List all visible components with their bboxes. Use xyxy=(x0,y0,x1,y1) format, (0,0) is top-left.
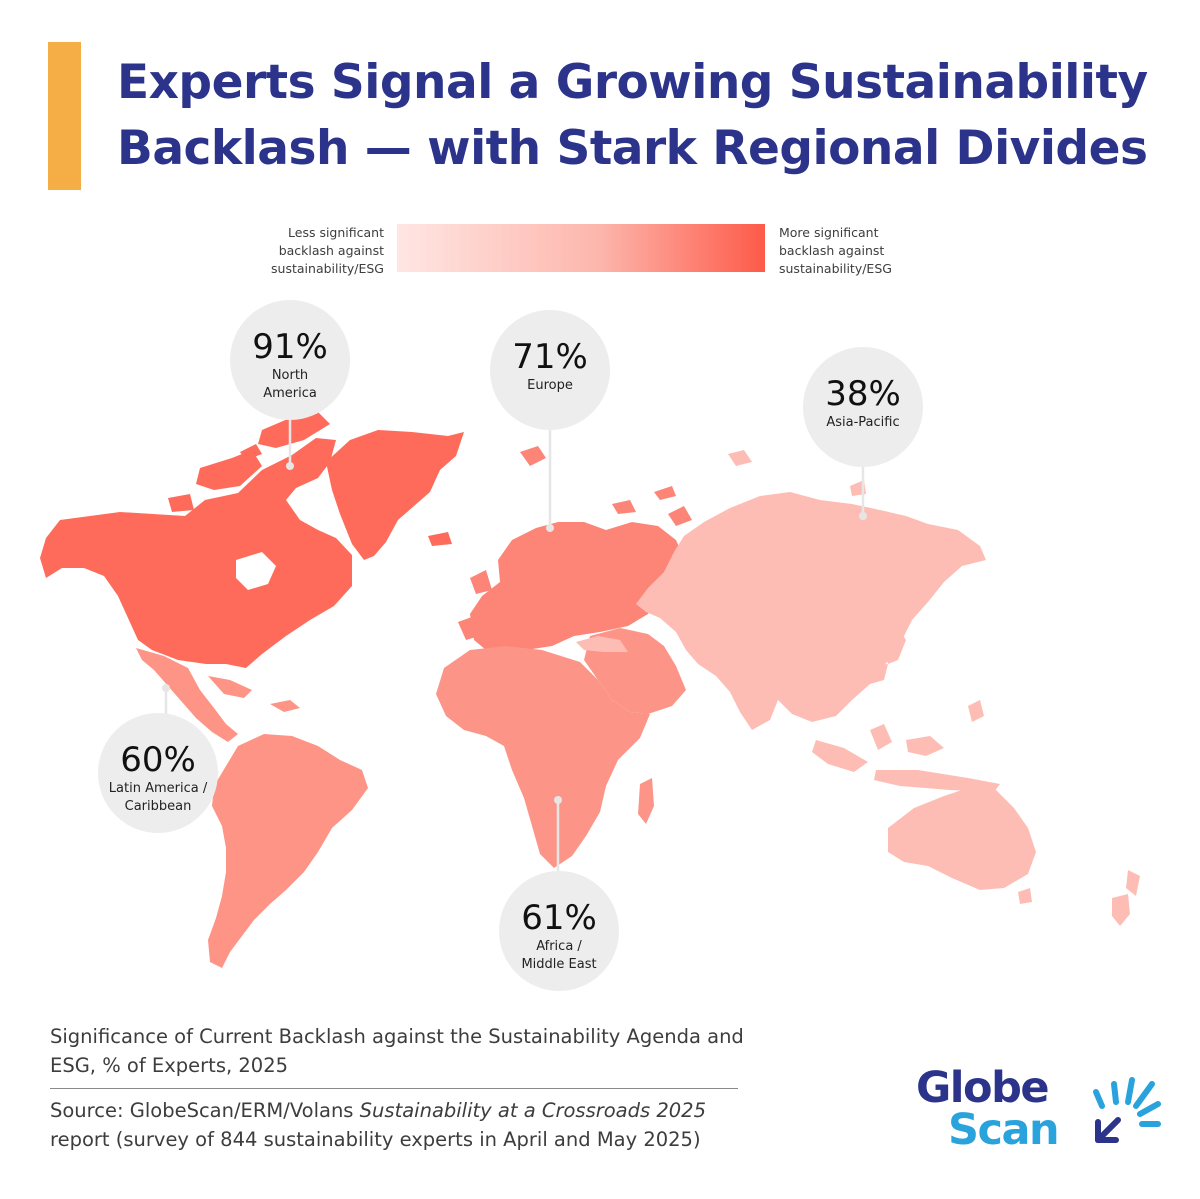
region-north-america[interactable] xyxy=(40,412,464,668)
region-latin-america[interactable] xyxy=(136,648,368,968)
asia-pacific-name: Asia-Pacific xyxy=(826,415,900,430)
globescan-logo: Globe Scan xyxy=(916,1066,1166,1156)
bubble-asia-pacific: 38% Asia-Pacific xyxy=(803,347,923,467)
logo-word-scan: Scan xyxy=(948,1105,1060,1155)
europe-name: Europe xyxy=(527,378,573,393)
logo-word-globe: Globe xyxy=(916,1063,1050,1113)
latin-america-name-1: Latin America / xyxy=(108,781,208,796)
title-line-2: Backlash — with Stark Regional Divides xyxy=(117,121,1148,176)
title-accent-bar xyxy=(48,42,81,190)
legend-high-line-3: sustainability/ESG xyxy=(779,261,892,276)
bubble-europe: 71% Europe xyxy=(490,310,610,430)
region-africa-middle-east[interactable] xyxy=(436,628,686,868)
north-america-name-2: America xyxy=(263,386,317,401)
callout-dots xyxy=(162,462,867,804)
page-title: Experts Signal a Growing Sustainability … xyxy=(117,50,1177,182)
logo-starburst-icon xyxy=(1093,1077,1161,1143)
legend-low-line-1: Less significant xyxy=(288,225,384,240)
legend-high-line-1: More significant xyxy=(779,225,879,240)
legend-low-label: Less significant backlash against sustai… xyxy=(240,224,384,278)
caption-divider xyxy=(50,1088,738,1089)
europe-percent: 71% xyxy=(512,337,588,377)
bubble-latin-america: 60% Latin America / Caribbean xyxy=(98,713,218,833)
legend-color-scale xyxy=(397,224,765,272)
latin-america-name-2: Caribbean xyxy=(124,799,192,814)
north-america-percent: 91% xyxy=(252,327,328,367)
callout-lines xyxy=(164,420,865,872)
legend-high-label: More significant backlash against sustai… xyxy=(779,224,979,278)
bubble-africa-middle-east: 61% Africa / Middle East xyxy=(499,871,619,991)
africa-middle-east-name-2: Middle East xyxy=(521,957,597,972)
legend-low-line-2: backlash against xyxy=(278,243,384,258)
latin-america-percent: 60% xyxy=(120,740,196,780)
title-line-1: Experts Signal a Growing Sustainability xyxy=(117,55,1148,110)
source-suffix: report (survey of 844 sustainability exp… xyxy=(50,1128,701,1151)
asia-pacific-percent: 38% xyxy=(825,374,901,414)
legend-high-line-2: backlash against xyxy=(779,243,885,258)
region-asia-pacific[interactable] xyxy=(576,450,1140,926)
bubble-north-america: 91% North America xyxy=(230,300,350,420)
africa-middle-east-percent: 61% xyxy=(521,898,597,938)
source-prefix: Source: GlobeScan/ERM/Volans xyxy=(50,1099,360,1122)
north-america-name-1: North xyxy=(271,368,309,383)
legend-low-line-3: sustainability/ESG xyxy=(271,261,384,276)
figure-caption: Significance of Current Backlash against… xyxy=(50,1025,744,1077)
africa-middle-east-name-1: Africa / xyxy=(536,939,582,954)
region-europe[interactable] xyxy=(458,446,692,652)
source-note: Source: GlobeScan/ERM/Volans Sustainabil… xyxy=(50,1096,770,1154)
source-report-title: Sustainability at a Crossroads 2025 xyxy=(359,1099,706,1122)
